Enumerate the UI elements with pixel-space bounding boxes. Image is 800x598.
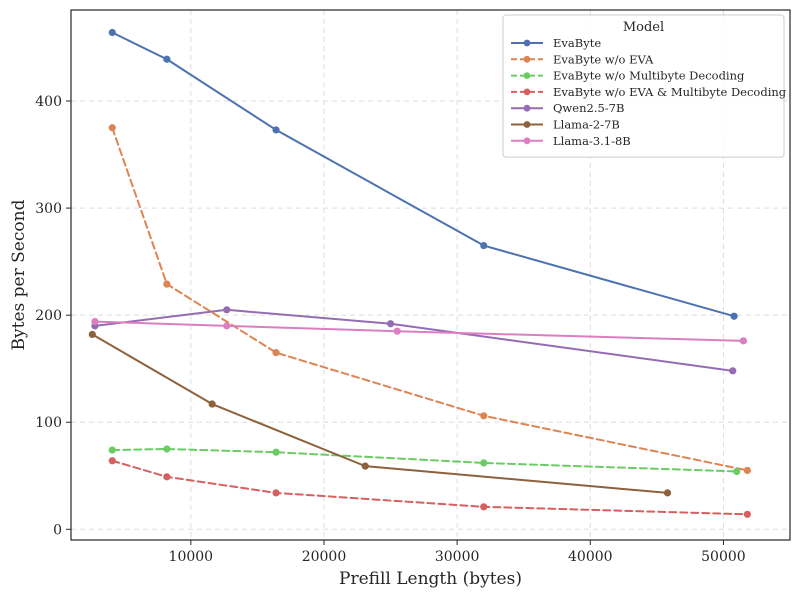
legend-label: Llama-3.1-8B bbox=[553, 134, 631, 148]
legend-swatch-marker bbox=[523, 39, 531, 47]
data-point bbox=[223, 322, 231, 330]
legend-swatch-marker bbox=[523, 72, 531, 79]
data-point bbox=[739, 337, 747, 345]
data-point bbox=[743, 510, 751, 518]
data-point bbox=[223, 306, 231, 314]
legend: Model EvaByte EvaByte w/o EVA EvaByte w/o … bbox=[502, 14, 787, 158]
legend-label: Qwen2.5-7B bbox=[553, 101, 624, 115]
legend-items: EvaByte EvaByte w/o EVA EvaByte w/o Multib… bbox=[511, 36, 787, 148]
data-point bbox=[729, 367, 737, 375]
data-point bbox=[108, 124, 116, 132]
legend-item: EvaByte w/o Multibyte Decoding bbox=[511, 69, 745, 83]
x-tick-label: 30000 bbox=[435, 549, 480, 565]
data-point bbox=[163, 445, 171, 453]
data-point bbox=[393, 327, 401, 335]
y-tick-label: 200 bbox=[35, 308, 62, 324]
x-axis-ticks: 10000 20000 30000 40000 50000 bbox=[169, 540, 746, 565]
series-5 bbox=[88, 330, 672, 497]
legend-swatch-marker bbox=[523, 137, 531, 145]
series-layer bbox=[88, 28, 751, 518]
data-point bbox=[163, 473, 171, 481]
data-point bbox=[163, 280, 171, 288]
data-point bbox=[272, 349, 280, 357]
data-point bbox=[91, 317, 99, 326]
x-axis-label: Prefill Length (bytes) bbox=[339, 569, 522, 589]
legend-label: EvaByte w/o Multibyte Decoding bbox=[553, 69, 745, 83]
data-point bbox=[480, 459, 488, 467]
data-point bbox=[108, 457, 116, 465]
series-1 bbox=[108, 124, 751, 475]
legend-label: EvaByte w/o EVA bbox=[553, 52, 654, 66]
data-point bbox=[480, 412, 488, 420]
x-tick-label: 50000 bbox=[701, 549, 746, 565]
data-point bbox=[386, 320, 395, 328]
series-line bbox=[111, 126, 749, 472]
plot-frame bbox=[70, 9, 791, 541]
legend-item: EvaByte w/o EVA bbox=[511, 52, 654, 66]
series-line bbox=[93, 320, 745, 342]
data-point bbox=[730, 312, 738, 320]
legend-item: Llama-2-7B bbox=[511, 118, 620, 132]
legend-swatch-marker bbox=[523, 55, 531, 63]
data-point bbox=[733, 467, 741, 476]
data-point bbox=[272, 489, 280, 497]
data-point bbox=[272, 126, 280, 134]
legend-item: Qwen2.5-7B bbox=[511, 101, 624, 115]
legend-swatch-marker bbox=[523, 88, 531, 96]
legend-label: Llama-2-7B bbox=[553, 118, 620, 132]
y-tick-label: 400 bbox=[35, 94, 62, 110]
data-point bbox=[88, 330, 96, 339]
data-point bbox=[743, 466, 751, 475]
y-axis-ticks: 0 100 200 300 400 bbox=[35, 94, 71, 538]
y-axis-label: Bytes per Second bbox=[9, 199, 29, 350]
series-line bbox=[91, 333, 669, 494]
legend-label: EvaByte bbox=[553, 36, 601, 50]
data-point bbox=[272, 448, 280, 456]
series-line bbox=[111, 447, 738, 473]
legend-swatch-marker bbox=[523, 104, 531, 112]
data-point bbox=[663, 489, 672, 497]
y-tick-label: 300 bbox=[35, 201, 62, 217]
y-tick-label: 100 bbox=[35, 415, 62, 431]
series-line bbox=[93, 308, 734, 372]
legend-title: Model bbox=[623, 20, 664, 35]
legend-item: EvaByte w/o EVA & Multibyte Decoding bbox=[511, 85, 787, 99]
data-point bbox=[480, 241, 488, 250]
series-3 bbox=[108, 457, 751, 518]
legend-item: EvaByte bbox=[511, 36, 601, 50]
legend-swatch-marker bbox=[523, 121, 531, 128]
data-point bbox=[108, 446, 116, 454]
data-point bbox=[361, 462, 369, 470]
legend-label: EvaByte w/o EVA & Multibyte Decoding bbox=[553, 85, 787, 99]
y-tick-label: 0 bbox=[53, 522, 62, 538]
series-4 bbox=[91, 306, 737, 375]
data-point bbox=[208, 400, 216, 408]
x-tick-label: 20000 bbox=[302, 549, 347, 565]
series-2 bbox=[108, 445, 741, 476]
legend-item: Llama-3.1-8B bbox=[511, 134, 631, 148]
data-point bbox=[108, 28, 116, 37]
x-tick-label: 40000 bbox=[568, 549, 613, 565]
data-point bbox=[480, 503, 488, 511]
data-point bbox=[163, 55, 171, 63]
series-6 bbox=[91, 317, 747, 345]
series-0 bbox=[108, 28, 738, 320]
legend-box bbox=[502, 14, 785, 158]
x-tick-label: 10000 bbox=[169, 549, 214, 565]
